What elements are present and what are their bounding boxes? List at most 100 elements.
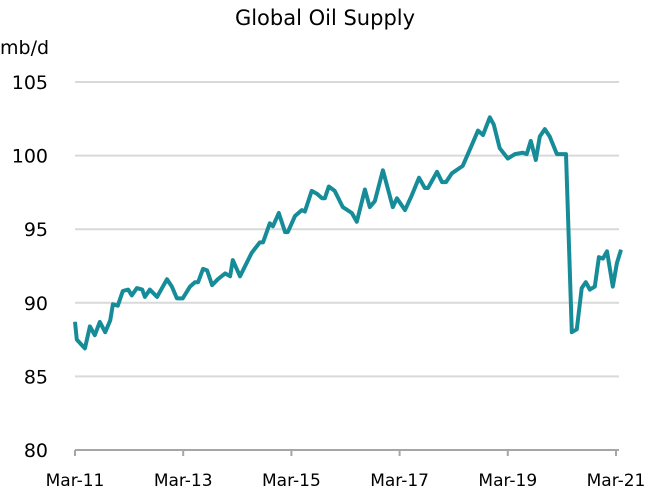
data-point — [594, 286, 596, 288]
data-point — [334, 190, 336, 192]
data-point — [272, 225, 274, 227]
data-point — [382, 169, 384, 171]
data-point — [112, 303, 114, 305]
data-point — [176, 297, 178, 299]
y-tick-label: 80 — [24, 440, 48, 462]
data-point — [489, 116, 491, 118]
x-tick-label: Mar-19 — [478, 471, 537, 491]
data-point — [224, 272, 226, 274]
data-point — [441, 181, 443, 183]
data-point — [445, 181, 447, 183]
data-point — [549, 135, 551, 137]
data-point — [522, 152, 524, 154]
data-point — [424, 187, 426, 189]
data-point — [74, 321, 76, 323]
data-point — [321, 197, 323, 199]
data-point — [94, 334, 96, 336]
data-point — [251, 252, 253, 254]
data-point — [404, 209, 406, 211]
data-point — [581, 287, 583, 289]
data-point — [396, 197, 398, 199]
data-point — [89, 325, 91, 327]
data-point — [262, 241, 264, 243]
data-point — [229, 275, 231, 277]
data-point — [369, 206, 371, 208]
data-point — [471, 144, 473, 146]
data-point — [76, 339, 78, 341]
data-point — [544, 128, 546, 130]
data-point — [616, 262, 618, 264]
data-point — [356, 221, 358, 223]
y-tick-label: 85 — [24, 366, 48, 388]
data-point — [526, 153, 528, 155]
data-point — [156, 296, 158, 298]
data-point — [287, 231, 289, 233]
data-point — [294, 215, 296, 217]
data-point — [499, 147, 501, 149]
data-point — [136, 287, 138, 289]
data-point — [539, 135, 541, 137]
data-point — [278, 212, 280, 214]
data-point — [131, 294, 133, 296]
data-point — [239, 275, 241, 277]
data-point — [197, 281, 199, 283]
data-point — [462, 165, 464, 167]
data-point — [141, 289, 143, 291]
data-point — [122, 290, 124, 292]
data-point — [602, 258, 604, 260]
data-point — [127, 289, 129, 291]
series-line-global-oil-supply — [73, 115, 623, 351]
data-point — [232, 259, 234, 261]
data-point — [304, 211, 306, 213]
data-point — [166, 278, 168, 280]
data-point — [284, 231, 286, 233]
data-point — [84, 347, 86, 349]
data-point — [99, 321, 101, 323]
data-point — [301, 209, 303, 211]
data-point — [144, 296, 146, 298]
data-point — [571, 331, 573, 333]
data-point — [493, 124, 495, 126]
y-tick-label: 90 — [24, 293, 48, 315]
data-point — [259, 241, 261, 243]
x-tick-label: Mar-13 — [154, 471, 213, 491]
x-tick-label: Mar-21 — [587, 471, 646, 491]
y-tick-label: 95 — [24, 219, 48, 241]
data-point — [392, 206, 394, 208]
chart-title: Global Oil Supply — [235, 6, 415, 30]
y-tick-label: 100 — [12, 146, 48, 168]
data-point — [427, 187, 429, 189]
data-point — [316, 193, 318, 195]
data-point — [514, 153, 516, 155]
data-point — [189, 286, 191, 288]
data-point — [477, 130, 479, 132]
data-point — [565, 153, 567, 155]
data-point — [556, 153, 558, 155]
data-point — [576, 328, 578, 330]
data-point — [194, 281, 196, 283]
data-point — [109, 319, 111, 321]
data-point — [328, 186, 330, 188]
data-point — [411, 194, 413, 196]
data-point — [620, 249, 622, 251]
data-point — [182, 297, 184, 299]
data-point — [530, 140, 532, 142]
data-point — [451, 172, 453, 174]
data-point — [211, 284, 213, 286]
data-point — [269, 222, 271, 224]
data-point — [589, 289, 591, 291]
data-point — [171, 286, 173, 288]
data-point — [612, 286, 614, 288]
x-tick-label: Mar-17 — [370, 471, 429, 491]
x-tick-label: Mar-11 — [46, 471, 105, 491]
x-tick-label: Mar-15 — [262, 471, 321, 491]
y-axis-unit-label: mb/d — [0, 37, 49, 59]
data-point — [482, 134, 484, 136]
data-point — [364, 188, 366, 190]
data-point — [374, 200, 376, 202]
data-point — [311, 190, 313, 192]
data-point — [202, 268, 204, 270]
data-point — [418, 177, 420, 179]
data-point — [351, 212, 353, 214]
